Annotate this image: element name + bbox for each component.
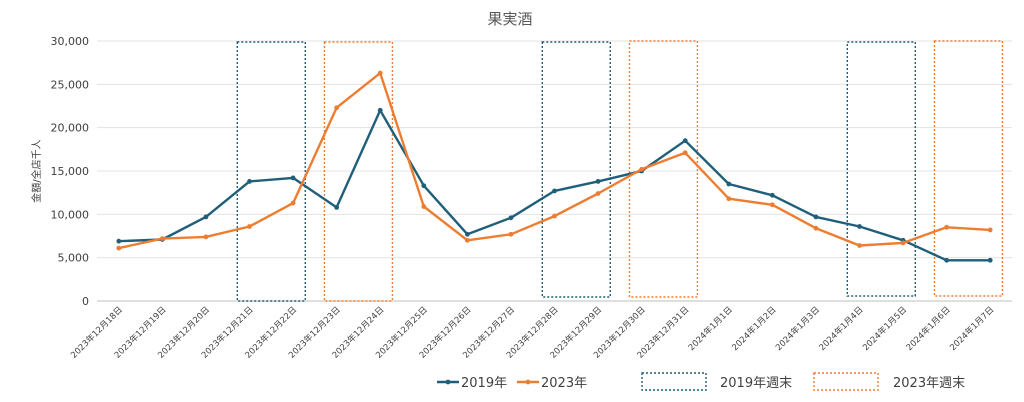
data-point [857, 243, 862, 248]
data-point [377, 70, 383, 76]
y-tick-label: 30,000 [51, 35, 90, 48]
data-point [769, 202, 775, 208]
legend-box [813, 372, 879, 391]
data-point [508, 215, 514, 221]
data-point [987, 227, 993, 233]
legend-label: 2023年 [541, 376, 587, 391]
x-tick-label: 2024年1月4日 [817, 304, 866, 353]
weekend-box [933, 40, 1004, 297]
x-axis-ticks: 2023年12月18日2023年12月19日2023年12月20日2023年12… [69, 304, 997, 360]
legend: 2019年 2023年 2019年週末 2023年週末 [437, 372, 965, 391]
data-point [116, 238, 122, 244]
series-line [118, 109, 991, 262]
gridlines [97, 40, 1012, 302]
data-point [290, 200, 296, 206]
weekend-box [628, 40, 699, 298]
x-tick-label: 2024年1月7日 [948, 304, 997, 353]
data-point [813, 225, 819, 231]
legend-marker [445, 379, 451, 385]
x-tick-label: 2024年1月5日 [860, 304, 909, 353]
data-point [813, 214, 819, 220]
data-point [290, 175, 296, 181]
series-line [118, 71, 991, 250]
legend-box [641, 372, 707, 391]
legend-label: 2019年週末 [720, 376, 792, 391]
weekend-box [323, 41, 394, 302]
data-point [682, 138, 688, 144]
y-tick-label: 25,000 [51, 78, 90, 91]
data-point [552, 188, 557, 194]
weekend-box [541, 41, 611, 298]
data-point [203, 214, 209, 220]
data-point [464, 237, 470, 243]
x-tick-label: 2024年1月1日 [686, 304, 735, 353]
data-point [159, 236, 165, 242]
legend-label: 2023年週末 [893, 376, 965, 391]
data-point [116, 245, 122, 251]
data-point [944, 224, 950, 230]
data-point [857, 224, 862, 229]
weekend-boxes [236, 40, 1004, 302]
series-lines [116, 70, 993, 263]
data-point [464, 231, 470, 237]
legend-label: 2019年 [461, 376, 507, 391]
data-point [508, 231, 514, 237]
data-point [944, 257, 950, 263]
data-point [639, 166, 645, 172]
data-point [421, 204, 427, 209]
chart-title: 果実酒 [487, 10, 532, 28]
x-tick-label: 2024年1月6日 [904, 304, 953, 353]
data-point [682, 150, 688, 156]
data-point [726, 181, 732, 187]
data-point [203, 234, 209, 240]
data-point [726, 196, 732, 202]
data-point [334, 205, 340, 210]
y-axis-ticks: 0 5,000 10,000 15,000 20,000 25,000 30,000 [51, 35, 90, 308]
data-point [987, 257, 993, 263]
weekend-box [846, 41, 916, 297]
data-point [377, 107, 383, 113]
y-tick-label: 0 [82, 295, 89, 308]
data-point [769, 192, 775, 198]
y-tick-label: 10,000 [51, 208, 90, 221]
data-point [552, 213, 557, 219]
y-tick-label: 20,000 [51, 122, 90, 135]
data-point [595, 191, 601, 196]
weekend-box [236, 41, 306, 302]
y-tick-label: 5,000 [58, 252, 90, 265]
x-tick-label: 2024年1月3日 [773, 304, 822, 353]
x-tick-label: 2024年1月2日 [730, 304, 779, 353]
data-point [421, 183, 427, 189]
data-point [247, 179, 252, 184]
data-point [247, 224, 252, 229]
y-tick-label: 15,000 [51, 165, 90, 178]
data-point [900, 240, 906, 246]
data-point [334, 105, 340, 111]
data-point [595, 179, 601, 184]
legend-marker [525, 379, 531, 385]
y-axis-label: 金額/全店千人 [30, 139, 43, 202]
